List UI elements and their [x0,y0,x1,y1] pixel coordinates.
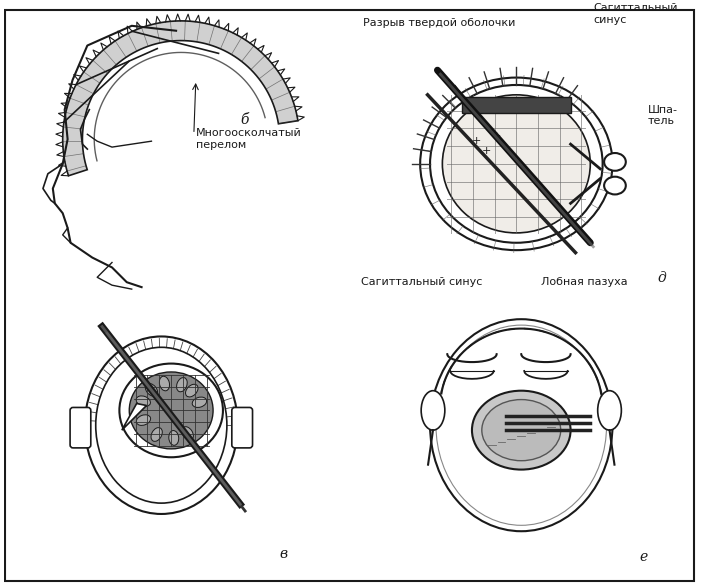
Ellipse shape [430,85,602,243]
FancyBboxPatch shape [70,408,91,448]
Text: Разрыв твердой оболочки: Разрыв твердой оболочки [364,18,516,28]
Polygon shape [354,292,689,573]
Ellipse shape [442,95,590,233]
Text: Сагиттальный
синус: Сагиттальный синус [593,3,677,25]
Text: Шпа-
тель: Шпа- тель [647,105,677,127]
Ellipse shape [129,372,213,449]
Bar [462,97,571,113]
Ellipse shape [604,177,625,195]
Ellipse shape [136,396,150,406]
Ellipse shape [119,364,223,457]
Polygon shape [354,13,689,292]
Ellipse shape [136,415,151,426]
Ellipse shape [177,378,187,392]
Ellipse shape [430,319,612,531]
Ellipse shape [85,336,238,514]
Text: е: е [640,550,648,564]
Ellipse shape [168,430,179,445]
Ellipse shape [420,78,612,250]
Polygon shape [122,403,147,430]
FancyBboxPatch shape [232,408,253,448]
Text: Многоосколчатый
перелом: Многоосколчатый перелом [196,128,302,150]
Text: +: + [482,146,491,156]
Ellipse shape [159,376,169,391]
Text: +: + [472,136,482,146]
Ellipse shape [421,391,445,430]
Text: в: в [279,547,288,561]
Text: б: б [240,114,249,128]
Ellipse shape [95,347,227,503]
Ellipse shape [604,153,625,171]
Polygon shape [13,292,339,573]
Text: д: д [657,271,666,285]
Ellipse shape [482,399,561,461]
Ellipse shape [597,391,621,430]
Ellipse shape [192,397,206,408]
Polygon shape [62,21,298,176]
Ellipse shape [145,384,158,396]
Ellipse shape [472,391,571,469]
Text: Лобная пазуха: Лобная пазуха [541,277,628,287]
Ellipse shape [182,427,193,440]
Ellipse shape [185,384,198,397]
Text: +: + [492,131,501,141]
Ellipse shape [151,427,162,441]
Ellipse shape [436,325,607,525]
Text: Сагиттальный синус: Сагиттальный синус [361,277,482,287]
Polygon shape [13,13,339,292]
